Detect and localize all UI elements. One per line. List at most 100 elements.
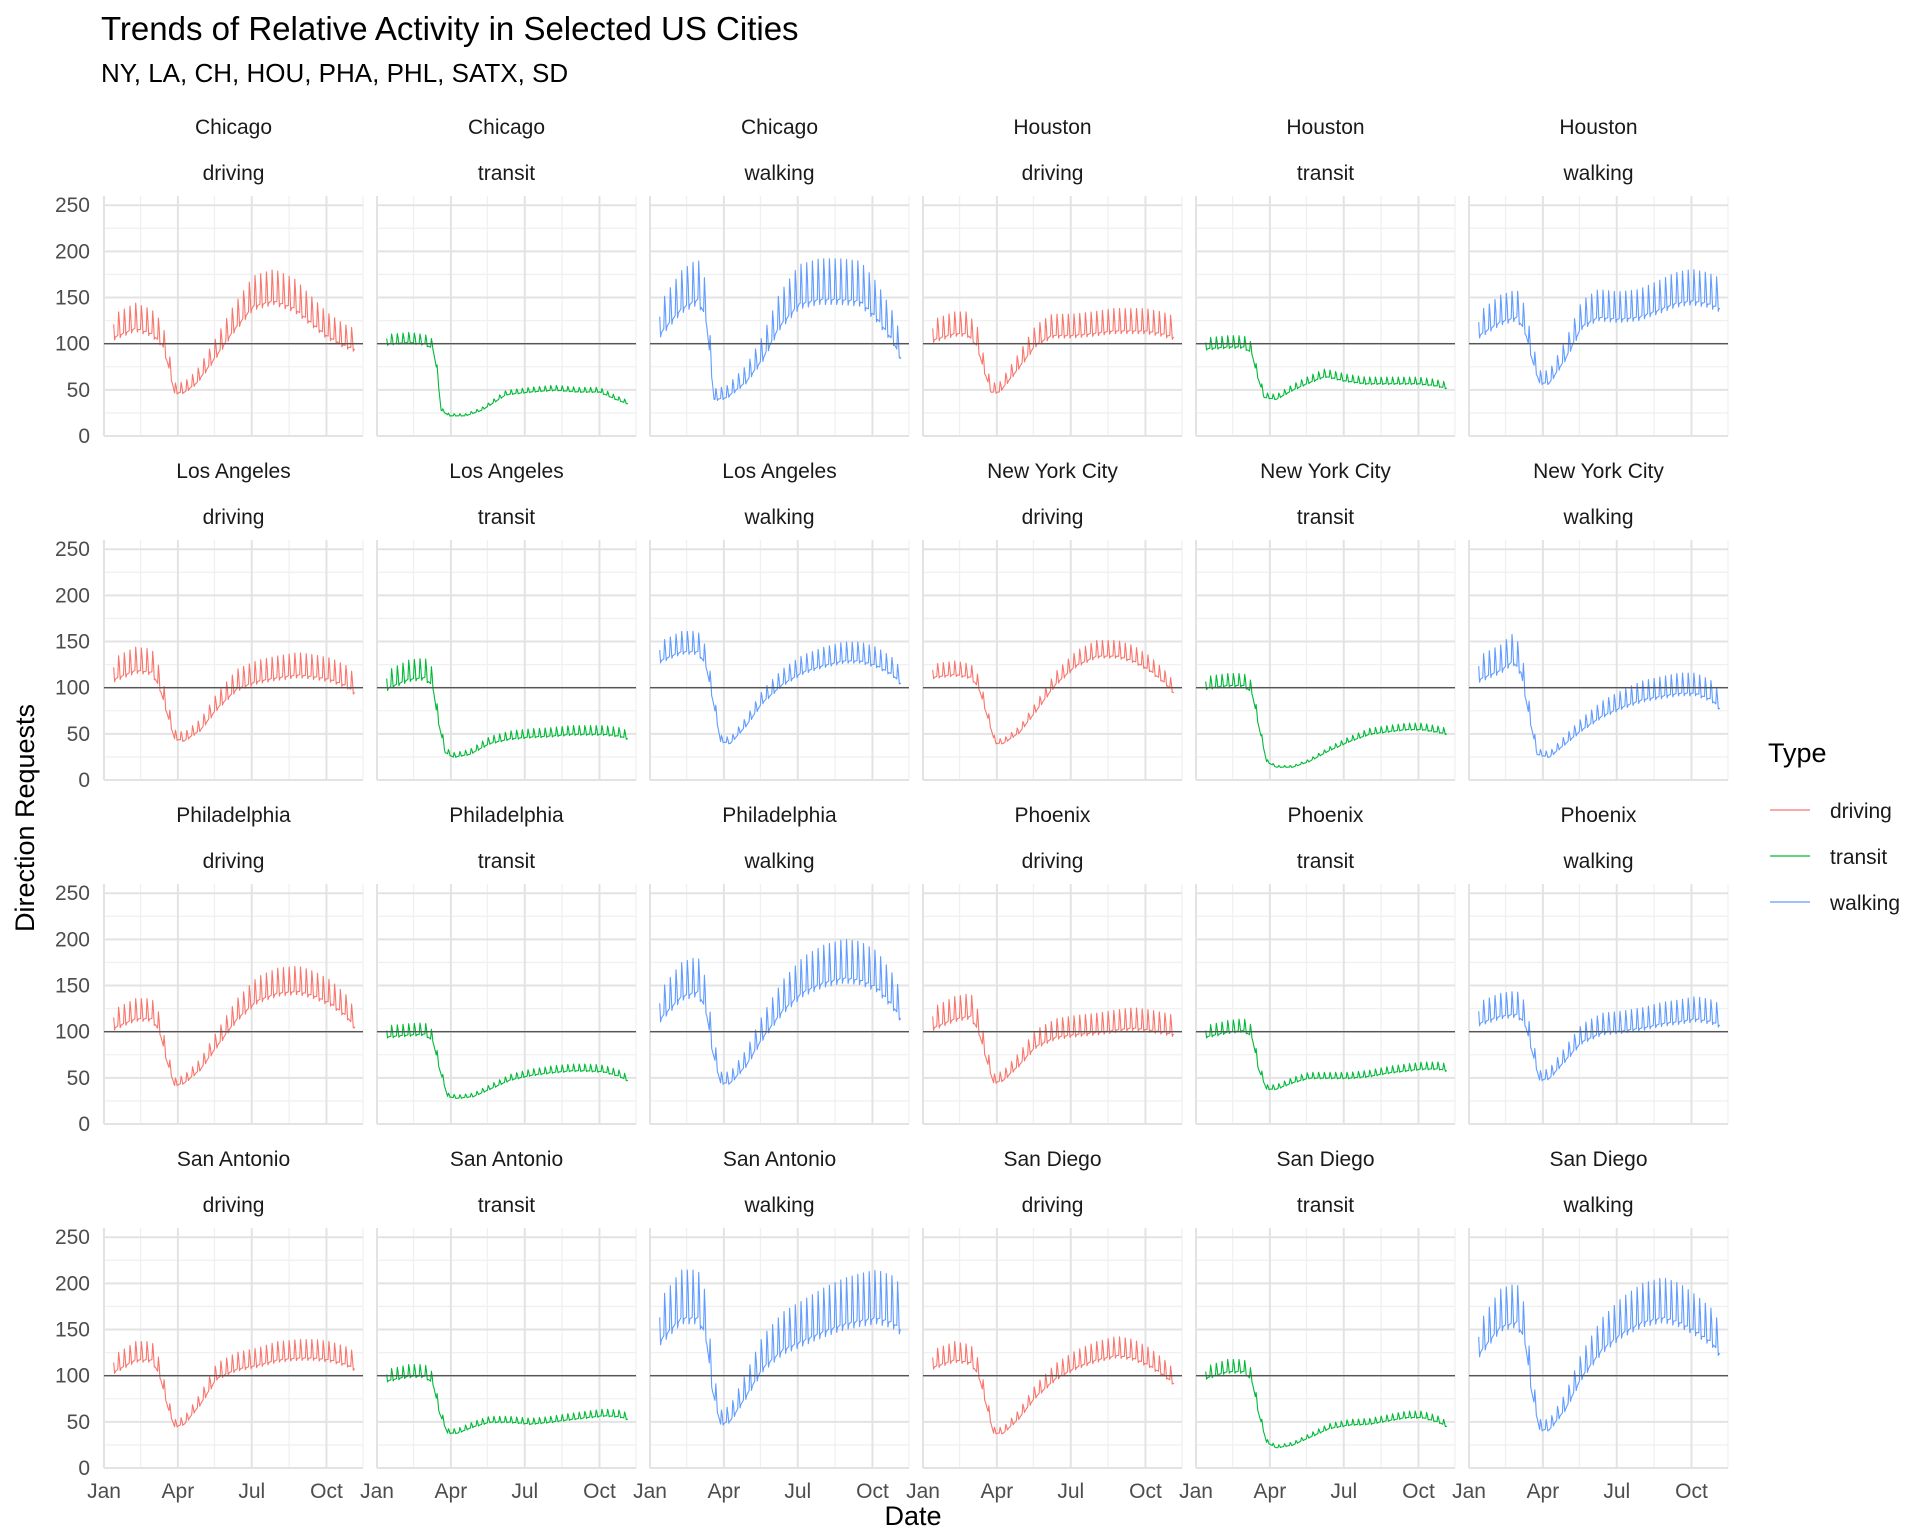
facet-type-label: walking <box>1562 506 1633 529</box>
series-line-transit <box>386 331 629 417</box>
series-line-transit <box>386 1022 629 1099</box>
series-line-driving <box>932 1336 1175 1435</box>
series-line-transit <box>1205 1358 1448 1449</box>
x-tick-label: Jan <box>87 1480 121 1503</box>
facet-city-label: Phoenix <box>1288 804 1364 827</box>
x-tick-label: Jan <box>906 1480 940 1503</box>
facet-city-label: Phoenix <box>1015 804 1091 827</box>
facet-city-label: San Antonio <box>450 1148 563 1171</box>
facet-city-label: Houston <box>1559 116 1637 139</box>
y-tick-label: 150 <box>55 1319 90 1342</box>
facet-panel: Phoenix transit <box>1195 804 1456 1125</box>
facet-panel: San Diego driving Jan Apr Jul Oct <box>906 1148 1183 1503</box>
y-axis-title: Direction Requests <box>10 704 40 932</box>
facet-panel: Los Angeles walking <box>649 460 910 781</box>
facet-type-label: driving <box>1022 850 1084 873</box>
facet-city-label: Chicago <box>468 116 545 139</box>
facet-panel: Houston walking <box>1468 116 1729 437</box>
legend-label-walking: walking <box>1829 892 1900 915</box>
x-tick-label: Jul <box>238 1480 265 1503</box>
facet-city-label: New York City <box>1260 460 1391 483</box>
facet-type-label: driving <box>203 162 265 185</box>
x-tick-label: Oct <box>1129 1480 1162 1503</box>
legend-title: Type <box>1768 738 1827 768</box>
y-tick-label: 100 <box>55 1365 90 1388</box>
x-tick-label: Oct <box>1675 1480 1708 1503</box>
y-tick-label: 100 <box>55 333 90 356</box>
facet-type-label: transit <box>478 850 535 873</box>
facet-type-label: driving <box>1022 162 1084 185</box>
chart-title: Trends of Relative Activity in Selected … <box>101 10 799 47</box>
facet-city-label: San Antonio <box>723 1148 836 1171</box>
x-axis-title: Date <box>884 1501 941 1531</box>
facet-city-label: San Diego <box>1549 1148 1647 1171</box>
series-line-driving <box>113 965 356 1087</box>
x-tick-label: Apr <box>435 1480 468 1503</box>
y-tick-label: 200 <box>55 928 90 951</box>
x-tick-label: Jul <box>1330 1480 1357 1503</box>
facet-city-label: Los Angeles <box>449 460 563 483</box>
facet-city-label: Houston <box>1013 116 1091 139</box>
facet-city-label: Philadelphia <box>449 804 564 827</box>
facet-type-label: driving <box>1022 1194 1084 1217</box>
facet-type-label: transit <box>478 506 535 529</box>
facet-panel: Philadelphia driving 0 50 100 150 200 250 <box>55 804 364 1136</box>
series-line-transit <box>1205 1018 1447 1091</box>
facet-city-label: New York City <box>1533 460 1664 483</box>
y-tick-label: 50 <box>67 723 90 746</box>
y-tick-label: 50 <box>67 1411 90 1434</box>
facet-city-label: Chicago <box>195 116 272 139</box>
facet-panel: Houston driving <box>922 116 1183 437</box>
x-tick-label: Apr <box>1527 1480 1560 1503</box>
facet-type-label: walking <box>1562 162 1633 185</box>
x-tick-label: Jan <box>633 1480 667 1503</box>
series-line-walking <box>659 258 902 402</box>
facet-type-label: transit <box>478 1194 535 1217</box>
legend: Type driving transit walking <box>1768 738 1900 915</box>
y-tick-label: 50 <box>67 1067 90 1090</box>
x-tick-label: Oct <box>310 1480 343 1503</box>
y-tick-label: 200 <box>55 1272 90 1295</box>
facet-city-label: Los Angeles <box>176 460 290 483</box>
series-line-driving <box>932 993 1174 1084</box>
y-tick-label: 0 <box>78 1457 90 1480</box>
facet-type-label: walking <box>743 850 814 873</box>
facet-panel: New York City walking <box>1468 460 1729 781</box>
facet-city-label: Los Angeles <box>722 460 836 483</box>
x-tick-label: Apr <box>981 1480 1014 1503</box>
facet-panel: Chicago driving 0 50 100 150 200 250 <box>55 116 364 448</box>
series-line-walking <box>1478 991 1720 1082</box>
facet-city-label: San Diego <box>1003 1148 1101 1171</box>
facet-panel: Chicago transit <box>376 116 637 437</box>
facet-city-label: Phoenix <box>1561 804 1637 827</box>
series-line-driving <box>113 646 356 742</box>
x-tick-label: Oct <box>856 1480 889 1503</box>
facet-city-label: Philadelphia <box>722 804 837 827</box>
y-tick-label: 100 <box>55 677 90 700</box>
x-tick-label: Oct <box>1402 1480 1435 1503</box>
facet-type-label: walking <box>743 162 814 185</box>
facet-panel: San Diego transit Jan Apr Jul Oct <box>1179 1148 1456 1503</box>
facet-panel: San Antonio driving 0 50 100 150 200 250 Jan Apr J… <box>55 1148 364 1503</box>
facet-type-label: walking <box>743 506 814 529</box>
y-tick-label: 0 <box>78 425 90 448</box>
series-line-walking <box>1478 269 1720 386</box>
series-line-transit <box>386 658 629 758</box>
facet-panel: Philadelphia walking <box>649 804 910 1125</box>
y-tick-label: 0 <box>78 1113 90 1136</box>
facet-panel: Houston transit <box>1195 116 1456 437</box>
x-tick-label: Jul <box>511 1480 538 1503</box>
series-line-transit <box>1205 335 1447 401</box>
facet-type-label: driving <box>203 1194 265 1217</box>
facet-panel: Chicago walking <box>649 116 910 437</box>
facet-grid: Chicago driving 0 50 100 150 200 250 Chicago tran… <box>55 116 1729 1503</box>
series-line-walking <box>659 1269 902 1426</box>
facet-panel: San Antonio transit Jan Apr Jul Oct <box>360 1148 637 1503</box>
facet-city-label: Chicago <box>741 116 818 139</box>
facet-type-label: transit <box>1297 162 1354 185</box>
y-tick-label: 250 <box>55 882 90 905</box>
y-tick-label: 50 <box>67 379 90 402</box>
x-tick-label: Jul <box>1603 1480 1630 1503</box>
series-line-transit <box>1205 672 1448 768</box>
facet-city-label: Houston <box>1286 116 1364 139</box>
